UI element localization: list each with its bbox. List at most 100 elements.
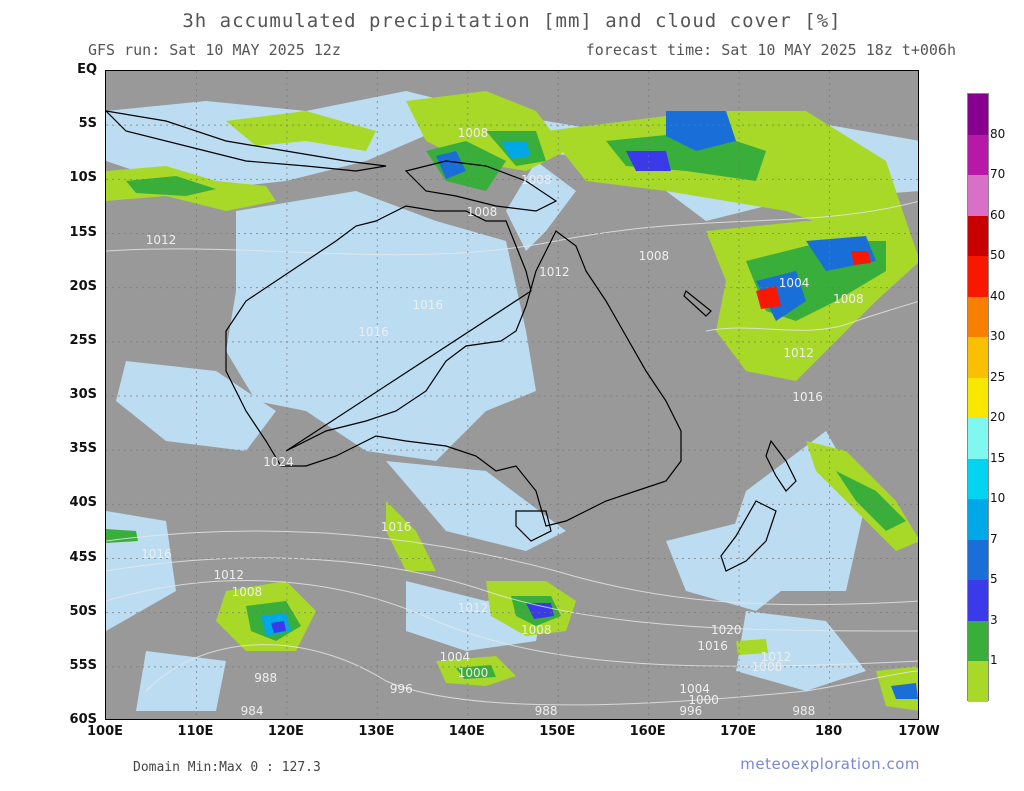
colorbar-tick-label: 15 — [990, 450, 1006, 465]
isobar-label: 1008 — [521, 622, 552, 637]
colorbar-tick-label: 1 — [990, 653, 998, 668]
colorbar-segment — [968, 539, 988, 581]
lat-tick-label: 40S — [69, 495, 97, 511]
tasmania-coast — [515, 510, 552, 542]
isobar-label: 1000 — [457, 665, 489, 680]
weather-map — [105, 70, 919, 720]
colorbar-tick-label: 7 — [990, 531, 998, 546]
colorbar-segment — [968, 215, 988, 257]
isobar-label: 1016 — [380, 519, 412, 534]
isobar-label: 1008 — [833, 292, 864, 307]
colorbar-tick-label: 30 — [990, 329, 1006, 344]
isobar-label: 1004 — [679, 682, 710, 697]
colorbar-segment — [968, 296, 988, 338]
lat-tick-label: 5S — [78, 116, 97, 132]
colorbar-segment — [968, 94, 988, 135]
isobar-label: 996 — [679, 703, 703, 718]
lon-tick-label: 120E — [267, 724, 304, 739]
colorbar-segment — [968, 134, 988, 176]
isobar-label: 1012 — [457, 600, 489, 615]
lat-tick-label: 15S — [69, 224, 97, 240]
colorbar-segment — [968, 458, 988, 500]
precipitation-layer — [106, 91, 918, 711]
lat-tick-label: 55S — [69, 657, 97, 673]
lat-tick-label: 20S — [69, 278, 97, 294]
indonesia-coast — [106, 110, 387, 172]
isobar-label: 1012 — [783, 346, 814, 361]
lon-tick-label: 170E — [720, 724, 757, 739]
australia-coast — [225, 205, 682, 527]
isobar-label: 1016 — [697, 638, 728, 653]
isobar-label: 1016 — [141, 546, 172, 561]
colorbar-tick-label: 3 — [990, 612, 998, 627]
brand-link[interactable]: meteoexploration.com — [740, 755, 920, 773]
lat-tick-label: 60S — [69, 712, 97, 727]
lon-tick-label: 160E — [629, 724, 666, 739]
new-guinea-coast — [404, 160, 558, 212]
colorbar-segment — [968, 377, 988, 419]
isobar-label: 1016 — [412, 297, 444, 312]
new-caledonia-coast — [683, 290, 712, 317]
isobar-label: 1012 — [760, 649, 792, 664]
colorbar-segment — [968, 661, 988, 702]
isobar-label: 1008 — [638, 248, 670, 263]
map-canvas — [106, 71, 918, 719]
isobar-label: 1000 — [688, 692, 719, 707]
cloud-free-patches — [106, 161, 866, 711]
isobar-label: 988 — [792, 704, 816, 718]
isobar-label: 1004 — [778, 275, 810, 290]
isobar-label: 1012 — [213, 568, 245, 583]
lat-tick-label: 10S — [69, 170, 97, 186]
isobar-label: 1016 — [358, 324, 389, 339]
colorbar-tick-label: 50 — [990, 248, 1006, 263]
isobar-label: 1008 — [231, 584, 263, 599]
forecast-time-label: forecast time: Sat 10 MAY 2025 18z t+006… — [585, 41, 956, 59]
isobar-label: 1008 — [466, 205, 498, 220]
isobar-label: 1008 — [521, 172, 552, 187]
colorbar-tick-label: 5 — [990, 572, 998, 587]
isobar-label: 984 — [240, 704, 264, 718]
colorbar-segment — [968, 580, 988, 621]
isobar-label: 1020 — [710, 622, 742, 637]
gfs-run-label: GFS run: Sat 10 MAY 2025 12z — [88, 41, 341, 59]
new-zealand-south — [720, 500, 777, 572]
lon-tick-label: 180 — [814, 724, 843, 739]
lat-tick-label: EQ — [77, 62, 97, 77]
isobar-label: 1012 — [145, 232, 177, 247]
colorbar-segment — [968, 337, 988, 378]
lon-tick-label: 150E — [539, 724, 576, 739]
isobar-label: 996 — [389, 682, 413, 697]
colorbar-tick-label: 20 — [990, 410, 1006, 425]
colorbar-tick-label: 60 — [990, 207, 1006, 222]
colorbar-tick-label: 25 — [990, 369, 1006, 384]
lat-tick-label: 35S — [69, 441, 97, 457]
new-zealand-north — [765, 439, 797, 492]
isobar-label: 988 — [254, 671, 278, 686]
isobar-label: 1012 — [539, 265, 570, 279]
lon-tick-label: 100E — [86, 724, 124, 739]
colorbar-segment — [968, 418, 988, 459]
isobar-label: 1004 — [439, 649, 471, 664]
isobar-label: 1024 — [263, 454, 294, 469]
lon-tick-label: 110E — [177, 724, 214, 739]
colorbar-tick-label: 10 — [990, 491, 1006, 506]
lat-tick-label: 45S — [69, 549, 97, 565]
coastlines — [106, 110, 797, 572]
colorbar-tick-label: 40 — [990, 288, 1006, 303]
colorbar-segment — [968, 620, 988, 662]
isobar-label: 1008 — [751, 660, 783, 675]
colorbar-segment — [968, 256, 988, 297]
lon-tick-label: 130E — [358, 724, 395, 739]
colorbar-tick-label: 70 — [990, 167, 1006, 182]
graticule — [106, 71, 918, 719]
isobar-label: 1008 — [457, 126, 489, 141]
lat-tick-label: 50S — [69, 603, 97, 619]
colorbar-segment — [968, 175, 988, 216]
chart-title: 3h accumulated precipitation [mm] and cl… — [182, 10, 842, 32]
colorbar-segment — [968, 499, 988, 540]
lat-tick-label: 30S — [69, 387, 97, 402]
lat-tick-label: 25S — [69, 332, 97, 348]
precipitation-colorbar — [967, 93, 989, 702]
isobar-label: 1016 — [792, 389, 823, 404]
lon-tick-label: 170W — [898, 724, 940, 739]
